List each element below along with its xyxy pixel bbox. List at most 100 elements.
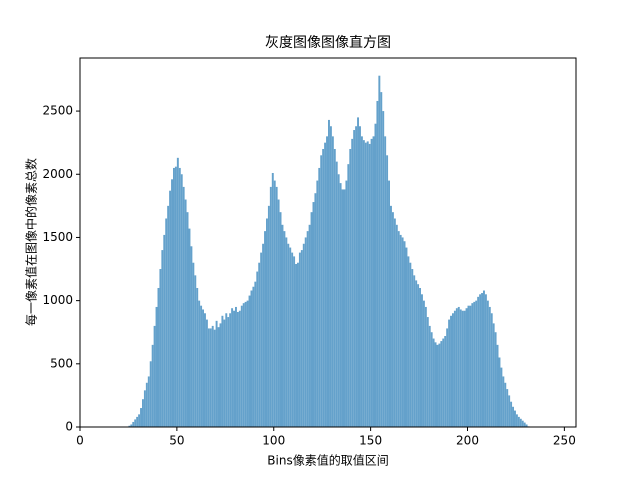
- bar: [207, 328, 210, 427]
- bar: [455, 308, 458, 427]
- bar: [360, 136, 363, 428]
- bar: [506, 389, 509, 427]
- bar: [504, 382, 507, 427]
- bar: [169, 190, 172, 427]
- bar: [331, 136, 334, 428]
- bar: [300, 250, 303, 427]
- bar: [399, 234, 402, 427]
- bar: [275, 186, 278, 427]
- bar: [403, 241, 406, 427]
- bar: [438, 343, 441, 427]
- bar: [145, 382, 148, 427]
- bar: [510, 401, 513, 427]
- bar: [304, 237, 307, 427]
- bar: [405, 247, 408, 427]
- bar: [366, 141, 369, 427]
- bar: [395, 224, 398, 427]
- bar: [149, 361, 152, 427]
- bar: [523, 422, 526, 427]
- bar: [250, 290, 253, 427]
- bar: [502, 376, 505, 427]
- bar: [219, 323, 222, 427]
- bar: [310, 212, 313, 427]
- bar: [302, 243, 305, 427]
- bar: [368, 143, 371, 427]
- bar: [486, 300, 489, 427]
- bar: [273, 180, 276, 427]
- bar: [409, 262, 412, 427]
- bar: [202, 309, 204, 427]
- bar: [159, 269, 162, 427]
- bar: [266, 218, 268, 427]
- bar: [496, 344, 499, 427]
- bar: [283, 231, 286, 427]
- bar: [473, 301, 476, 427]
- bar: [314, 193, 317, 427]
- bar: [388, 180, 390, 427]
- bar: [380, 92, 383, 427]
- bar: [231, 308, 234, 427]
- bar: [465, 308, 468, 427]
- bar: [298, 252, 301, 427]
- bar: [353, 130, 356, 427]
- bar: [136, 416, 139, 427]
- bar: [357, 117, 359, 428]
- bar: [407, 256, 410, 427]
- bar: [215, 320, 218, 427]
- bar: [508, 395, 511, 427]
- bar: [223, 319, 226, 427]
- bar: [233, 310, 235, 427]
- bar: [229, 313, 232, 427]
- y-tick-label: 2000: [42, 167, 73, 181]
- bar: [349, 148, 352, 427]
- bar: [347, 164, 350, 427]
- bar: [254, 281, 257, 427]
- bar: [329, 126, 332, 428]
- plot-area: [128, 75, 530, 428]
- x-tick-label: 150: [359, 434, 382, 448]
- bar: [281, 224, 284, 427]
- bar: [463, 310, 466, 427]
- bar: [277, 199, 280, 427]
- bar: [138, 414, 141, 427]
- bar: [318, 167, 321, 428]
- bar: [267, 205, 270, 427]
- bar: [382, 111, 385, 427]
- bar: [444, 336, 447, 427]
- bar: [459, 309, 462, 427]
- bar: [436, 344, 439, 427]
- bar: [335, 161, 338, 427]
- bar: [477, 296, 480, 427]
- y-tick-label: 1500: [42, 230, 73, 244]
- bar: [306, 231, 309, 427]
- bar: [163, 234, 166, 427]
- bar: [192, 262, 195, 427]
- bar: [421, 294, 423, 427]
- bar: [422, 300, 425, 427]
- x-tick-label: 0: [76, 434, 84, 448]
- bar: [446, 328, 449, 427]
- bar: [165, 218, 168, 427]
- bar: [211, 325, 214, 427]
- bar: [200, 305, 203, 427]
- bar: [498, 357, 501, 427]
- bar: [322, 148, 325, 427]
- bar: [467, 305, 470, 427]
- bar: [238, 310, 241, 427]
- bar: [285, 237, 288, 427]
- bar: [374, 123, 377, 427]
- bar: [488, 306, 491, 427]
- bar: [401, 237, 404, 427]
- bar: [293, 256, 296, 427]
- bar: [442, 338, 445, 427]
- bar: [461, 310, 464, 427]
- bar: [345, 180, 348, 427]
- bar: [178, 167, 181, 428]
- bar: [484, 294, 487, 427]
- bar: [244, 301, 247, 427]
- bar: [417, 284, 420, 427]
- bar: [415, 280, 418, 427]
- bar: [312, 202, 315, 427]
- bar: [430, 332, 433, 427]
